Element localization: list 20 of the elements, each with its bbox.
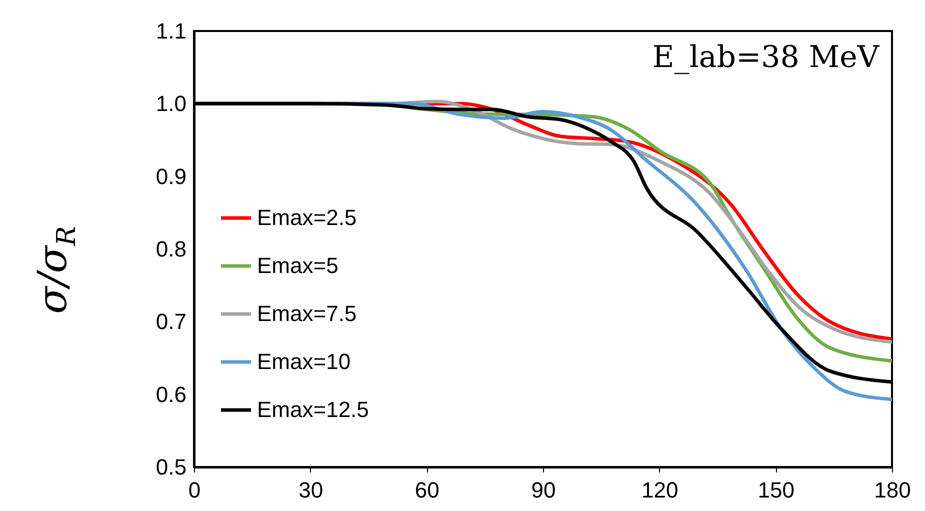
x-tick-label: 90 <box>531 478 556 502</box>
y-tick-label: 0.6 <box>156 382 186 407</box>
legend-label: Emax=12.5 <box>257 397 369 422</box>
y-tick-label: 1.0 <box>156 91 186 116</box>
x-tick-label: 30 <box>298 478 324 502</box>
y-tick-label: 0.7 <box>156 309 186 334</box>
x-tick-label: 60 <box>414 478 440 502</box>
x-tick-label: 180 <box>874 478 911 502</box>
y-tick-label: 1.1 <box>156 18 186 44</box>
y-tick-label: 0.8 <box>156 236 186 262</box>
x-tick-label: 120 <box>641 478 678 502</box>
y-tick-label: 0.9 <box>156 164 186 189</box>
legend-label: Emax=7.5 <box>257 301 357 326</box>
y-tick-label: 0.5 <box>156 454 186 480</box>
annotation: E_lab=38 MeV <box>652 40 880 75</box>
x-tick-label: 0 <box>188 478 201 502</box>
legend-label: Emax=2.5 <box>257 205 357 230</box>
legend-label: Emax=10 <box>257 349 351 374</box>
x-tick-label: 150 <box>758 478 795 502</box>
legend-label: Emax=5 <box>257 253 338 278</box>
